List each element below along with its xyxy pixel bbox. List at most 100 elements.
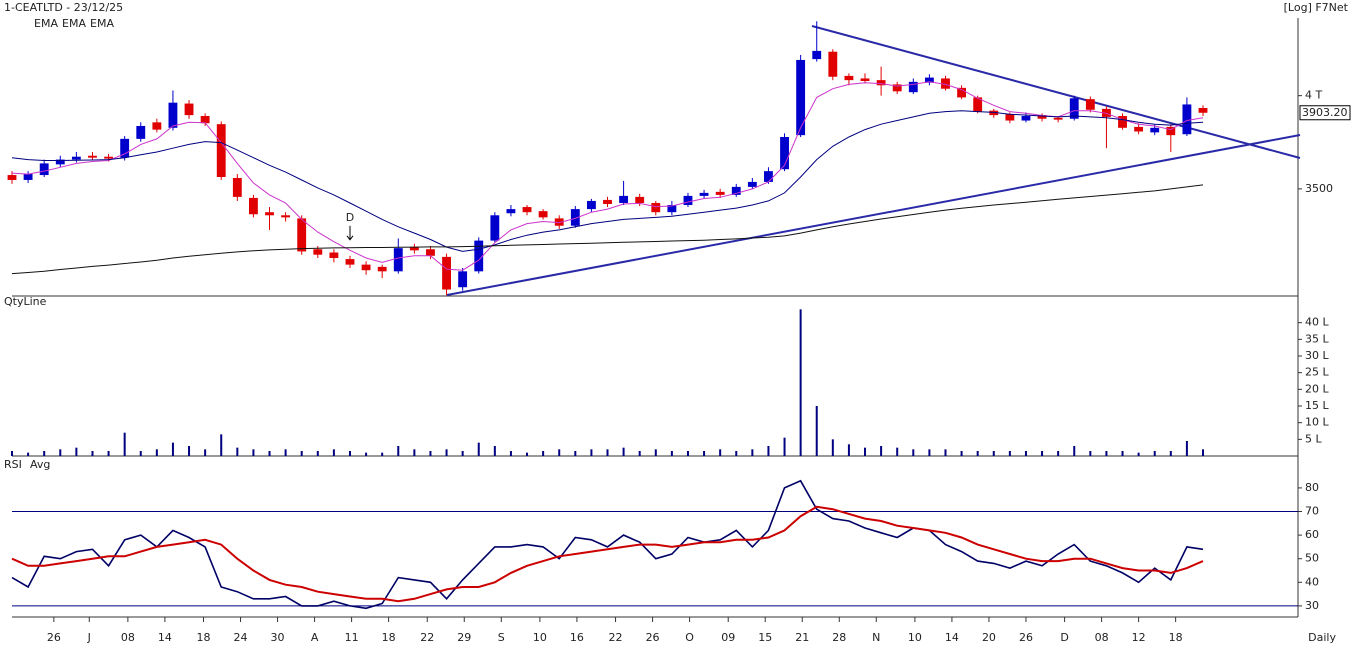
volume-bar <box>365 452 368 456</box>
candle-body <box>409 247 419 251</box>
y-tick-label: 70 <box>1305 505 1319 518</box>
trendline <box>446 134 1301 296</box>
candle-body <box>23 174 33 180</box>
legend-entry: EMA <box>34 17 58 30</box>
volume-bar <box>606 449 609 456</box>
y-tick-label: 25 L <box>1305 366 1329 379</box>
volume-bar <box>880 446 883 456</box>
volume-bar <box>670 451 673 456</box>
candle-body <box>297 218 307 252</box>
y-tick-label: 35 L <box>1305 332 1329 345</box>
y-tick-label: 30 L <box>1305 349 1329 362</box>
volume-bar <box>703 451 706 456</box>
candle-body <box>683 195 693 206</box>
candle-body <box>731 186 741 195</box>
candle-body <box>88 155 97 158</box>
volume-bar <box>751 449 754 456</box>
candle-body <box>1005 114 1015 121</box>
volume-bar <box>928 449 931 456</box>
candle-body <box>313 249 323 255</box>
volume-bar <box>686 451 689 456</box>
indicator-line <box>11 505 1204 603</box>
volume-bar <box>91 451 94 456</box>
volume-bar <box>1041 451 1044 456</box>
volume-bar <box>43 451 46 456</box>
last-price-box <box>1299 105 1351 121</box>
candle-body <box>248 197 258 215</box>
legend-entry: RSI <box>4 458 22 471</box>
candle-body <box>377 266 387 272</box>
candle-body <box>442 256 451 290</box>
y-tick-label: 80 <box>1305 481 1319 494</box>
y-tick-label: 50 <box>1305 552 1319 565</box>
candle-body <box>892 84 902 92</box>
candle-body <box>232 177 242 197</box>
candle-body <box>828 51 838 77</box>
candle-body <box>281 215 291 218</box>
volume-bar <box>509 451 512 456</box>
volume-bar <box>429 451 432 456</box>
chart-subtitle: [Log] F7Net <box>1284 1 1349 14</box>
ema-line <box>11 81 1204 271</box>
volume-bar <box>1121 451 1124 456</box>
candle-body <box>39 163 49 176</box>
volume-bar <box>992 451 995 456</box>
y-tick-label: 4 T <box>1305 89 1322 102</box>
volume-bar <box>590 449 593 456</box>
volume-bar <box>27 452 30 456</box>
x-tick-label: 12 <box>1132 631 1146 644</box>
y-tick-label: 40 <box>1305 575 1319 588</box>
candle-body <box>1134 126 1144 132</box>
candle-body <box>55 159 65 165</box>
legend-entry: QtyLine <box>4 295 47 308</box>
candle-body <box>1021 116 1031 121</box>
candle-body <box>345 259 355 265</box>
volume-bar <box>574 451 577 456</box>
volume-bar <box>1073 446 1076 456</box>
legend-entry: EMA <box>62 17 86 30</box>
annotation: D <box>346 211 354 224</box>
candle-body <box>586 200 596 210</box>
volume-bar <box>1185 441 1188 456</box>
x-tick-label: 26 <box>47 631 61 644</box>
candle-body <box>1198 107 1208 113</box>
volume-bar <box>1169 451 1172 456</box>
x-tick-label: 18 <box>197 631 211 644</box>
volume-bar <box>171 442 174 456</box>
candle-body <box>168 102 178 128</box>
volume-bar <box>1024 451 1027 456</box>
volume-bar <box>332 449 335 456</box>
volume-bar <box>912 449 915 456</box>
volume-bar <box>252 449 255 456</box>
x-tick-label: 30 <box>271 631 285 644</box>
candle-body <box>474 240 484 272</box>
candle-body <box>941 78 950 89</box>
candle-body <box>329 252 339 258</box>
x-tick-label: 21 <box>795 631 809 644</box>
candle-body <box>1085 99 1095 110</box>
volume-bar <box>976 451 979 456</box>
candle-body <box>1069 98 1079 119</box>
volume-bar <box>831 439 834 456</box>
volume-bar <box>542 451 545 456</box>
candle-body <box>265 212 274 216</box>
candle-body <box>924 77 934 83</box>
candle-body <box>570 209 580 226</box>
candle-body <box>506 209 516 214</box>
y-tick-label: 20 L <box>1305 382 1329 395</box>
x-tick-label: 18 <box>1169 631 1183 644</box>
volume-bar <box>815 406 818 456</box>
volume-bar <box>1153 451 1156 456</box>
candle-body <box>876 80 886 86</box>
candle-body <box>104 156 113 159</box>
volume-bar <box>11 451 13 456</box>
candle-body <box>1053 117 1063 120</box>
candle-body <box>651 202 661 213</box>
volume-bar <box>767 446 770 456</box>
candle-body <box>699 192 709 196</box>
x-tick-label: 08 <box>1095 631 1109 644</box>
x-tick-label: S <box>498 631 505 644</box>
candle-body <box>1150 127 1160 133</box>
